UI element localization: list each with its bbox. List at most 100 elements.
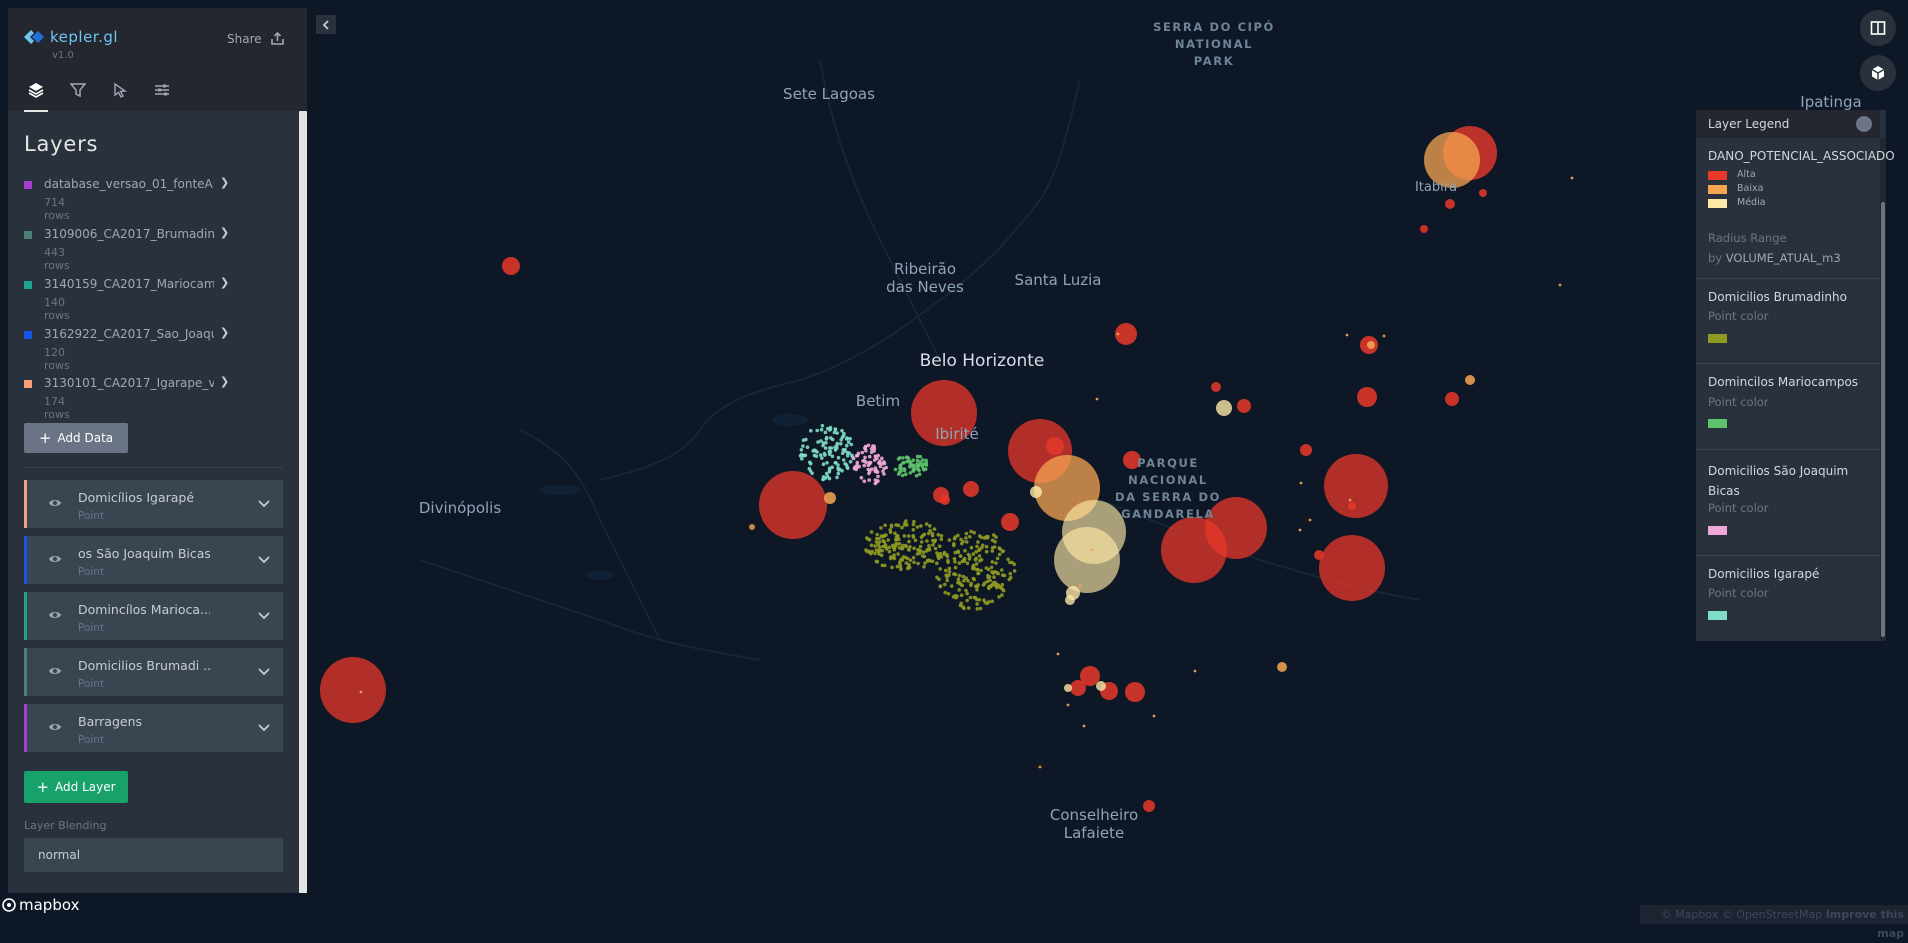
dam-point[interactable] — [1299, 481, 1303, 485]
dam-point[interactable] — [911, 380, 977, 446]
dam-point[interactable] — [1319, 535, 1385, 601]
household-point[interactable] — [844, 437, 849, 441]
household-point[interactable] — [961, 574, 965, 579]
household-point[interactable] — [905, 455, 910, 460]
household-point[interactable] — [847, 451, 851, 455]
layer-panel-igarape[interactable]: Domicílios Igarapé Point — [24, 480, 283, 528]
household-point[interactable] — [840, 428, 844, 433]
eye-icon[interactable] — [48, 720, 62, 734]
improve-map-link[interactable]: Improve this map — [1825, 908, 1904, 940]
household-point[interactable] — [815, 428, 819, 433]
household-point[interactable] — [925, 547, 930, 552]
household-point[interactable] — [905, 459, 909, 464]
household-point[interactable] — [845, 454, 850, 458]
household-point[interactable] — [956, 533, 960, 538]
dam-point[interactable] — [749, 524, 755, 530]
dam-point[interactable] — [1479, 189, 1487, 197]
household-point[interactable] — [805, 445, 810, 450]
dam-point[interactable] — [1090, 548, 1094, 552]
add-data-button[interactable]: + Add Data — [24, 423, 128, 453]
household-point[interactable] — [971, 552, 976, 556]
household-point[interactable] — [835, 475, 839, 480]
household-point[interactable] — [924, 522, 929, 526]
household-point[interactable] — [989, 565, 994, 570]
household-point[interactable] — [895, 564, 900, 569]
household-point[interactable] — [880, 456, 884, 461]
household-point[interactable] — [815, 450, 819, 454]
household-point[interactable] — [922, 565, 926, 569]
household-point[interactable] — [824, 471, 829, 476]
household-point[interactable] — [1012, 562, 1017, 567]
household-point[interactable] — [836, 471, 841, 476]
household-point[interactable] — [943, 582, 947, 587]
household-point[interactable] — [978, 558, 982, 563]
household-point[interactable] — [913, 538, 918, 543]
household-point[interactable] — [862, 459, 867, 463]
household-point[interactable] — [990, 599, 994, 604]
household-point[interactable] — [821, 462, 826, 467]
household-point[interactable] — [945, 552, 949, 557]
household-point[interactable] — [1012, 569, 1017, 573]
household-point[interactable] — [971, 576, 976, 581]
household-point[interactable] — [927, 543, 931, 548]
chevron-down-icon[interactable] — [258, 721, 270, 733]
dam-point[interactable] — [1056, 652, 1060, 656]
household-point[interactable] — [947, 566, 952, 571]
dam-point[interactable] — [320, 657, 386, 723]
household-point[interactable] — [873, 544, 877, 548]
household-point[interactable] — [897, 541, 901, 546]
household-point[interactable] — [821, 443, 825, 448]
household-point[interactable] — [935, 575, 939, 580]
dam-point[interactable] — [1300, 444, 1312, 456]
household-point[interactable] — [816, 440, 820, 444]
household-point[interactable] — [878, 459, 882, 464]
household-point[interactable] — [896, 552, 900, 556]
household-point[interactable] — [936, 532, 941, 537]
household-point[interactable] — [917, 468, 921, 473]
household-point[interactable] — [992, 575, 996, 579]
household-point[interactable] — [977, 554, 982, 558]
layer-name[interactable]: Domicílios Igarapé — [78, 490, 195, 505]
household-point[interactable] — [900, 543, 905, 548]
household-point[interactable] — [962, 557, 966, 562]
household-point[interactable] — [925, 539, 929, 543]
eye-icon[interactable] — [48, 664, 62, 678]
household-point[interactable] — [977, 598, 982, 602]
dam-point[interactable] — [1078, 584, 1082, 588]
dam-point[interactable] — [1054, 527, 1120, 593]
household-point[interactable] — [938, 567, 942, 571]
household-point[interactable] — [939, 534, 944, 538]
layer-panel-sao-joaquim-bicas[interactable]: os São Joaquim Bicas Point — [24, 536, 283, 584]
household-point[interactable] — [876, 474, 880, 479]
household-point[interactable] — [936, 554, 940, 558]
household-point[interactable] — [995, 556, 1000, 561]
household-point[interactable] — [969, 583, 973, 588]
household-point[interactable] — [921, 554, 925, 558]
chevron-right-icon[interactable]: ❯ — [220, 226, 230, 239]
household-point[interactable] — [891, 543, 895, 548]
household-point[interactable] — [909, 463, 913, 467]
household-point[interactable] — [965, 561, 970, 566]
legend-toggle-icon[interactable] — [1856, 116, 1872, 132]
household-point[interactable] — [893, 467, 898, 472]
household-point[interactable] — [884, 533, 888, 537]
household-point[interactable] — [953, 565, 958, 570]
dam-point[interactable] — [1115, 323, 1137, 345]
layer-name[interactable]: os São Joaquim Bicas — [78, 546, 210, 561]
household-point[interactable] — [860, 450, 865, 455]
household-point[interactable] — [911, 458, 915, 463]
household-point[interactable] — [886, 538, 890, 542]
household-point[interactable] — [835, 441, 840, 446]
household-point[interactable] — [922, 550, 926, 555]
layer-panel-brumadinho[interactable]: Domicilios Brumadi ... Point — [24, 648, 283, 696]
dam-point[interactable] — [759, 471, 827, 539]
household-point[interactable] — [899, 466, 903, 471]
household-point[interactable] — [918, 460, 922, 464]
household-point[interactable] — [926, 558, 930, 563]
household-point[interactable] — [820, 423, 825, 428]
tab-filters[interactable] — [66, 82, 90, 110]
household-point[interactable] — [867, 469, 872, 474]
household-point[interactable] — [909, 460, 913, 464]
household-point[interactable] — [938, 551, 943, 556]
household-point[interactable] — [900, 525, 904, 530]
